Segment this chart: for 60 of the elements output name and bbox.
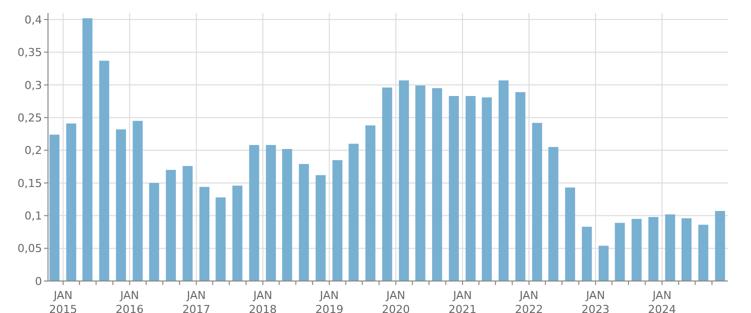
bar [398, 80, 409, 281]
y-tick-label: 0 [35, 274, 42, 288]
y-tick-label: 0,25 [18, 111, 42, 124]
bar [99, 60, 110, 281]
y-tick-label: 0,4 [24, 13, 42, 26]
y-tick-label: 0,35 [18, 46, 42, 60]
bar [548, 147, 558, 281]
bar [466, 96, 476, 281]
x-tick-label: JAN 2015 [49, 289, 78, 313]
bar [166, 170, 176, 281]
bar [448, 96, 459, 281]
bar [149, 182, 160, 281]
bar [648, 216, 658, 281]
bar [415, 86, 426, 281]
bar [598, 246, 609, 281]
bar [382, 88, 392, 281]
bar [266, 145, 276, 281]
bar [482, 97, 492, 281]
x-tick-label: JAN 2018 [248, 289, 277, 313]
bar [182, 166, 193, 281]
bar [698, 224, 708, 281]
bar [216, 197, 226, 281]
bar [682, 218, 692, 281]
x-tick-label: JAN 2020 [382, 289, 410, 313]
bar [532, 122, 542, 281]
bar [298, 164, 309, 281]
bar [632, 218, 642, 281]
bar [49, 134, 60, 281]
bar [249, 145, 260, 281]
y-tick-label: 0,15 [18, 176, 42, 190]
bar [282, 148, 292, 281]
y-tick-label: 0,1 [24, 210, 42, 223]
bar [232, 186, 242, 281]
bar [715, 211, 726, 281]
y-tick-label: 0,05 [18, 242, 42, 256]
y-tick-label: 0,2 [24, 144, 42, 158]
bar [199, 186, 210, 281]
bar [348, 144, 359, 281]
x-tick-label: JAN 2022 [515, 289, 544, 313]
bar [582, 226, 592, 281]
bar [665, 214, 676, 281]
bar [132, 120, 143, 281]
bar [565, 188, 576, 281]
x-tick-label: JAN 2024 [648, 289, 676, 313]
x-tick-label: JAN 2019 [315, 289, 344, 313]
bar [66, 123, 76, 281]
bar [365, 125, 376, 281]
bar [432, 88, 442, 281]
bar [116, 129, 126, 281]
x-tick-label: JAN 2016 [116, 289, 144, 313]
bar [82, 18, 92, 281]
y-tick-label: 0,3 [24, 78, 42, 92]
x-tick-label: JAN 2023 [582, 289, 610, 313]
bar [316, 175, 326, 281]
bar [614, 222, 625, 281]
bar [498, 80, 509, 281]
x-tick-label: JAN 2021 [448, 289, 477, 313]
x-tick-label: JAN 2017 [182, 289, 210, 313]
bar [515, 92, 526, 281]
bar [332, 160, 342, 281]
